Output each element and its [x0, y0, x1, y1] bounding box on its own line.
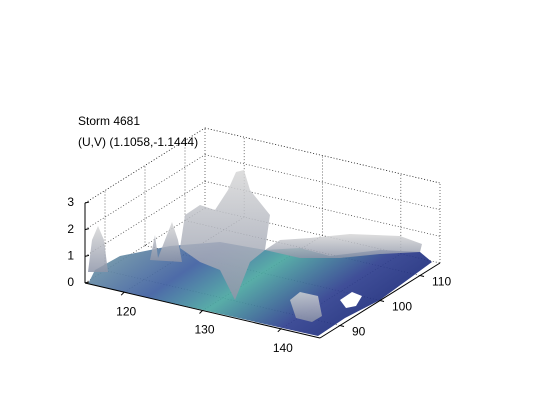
- z-tick: [84, 254, 90, 257]
- z-tick-label: 1: [67, 249, 74, 263]
- z-tick: [84, 201, 90, 204]
- z-tick: [84, 281, 90, 284]
- z-tick: [84, 228, 90, 231]
- surface-floor: [88, 242, 432, 336]
- surface-spike: [150, 222, 182, 262]
- z-tick-label: 3: [67, 195, 74, 209]
- grid-line: [204, 180, 441, 237]
- x-tick: [120, 291, 125, 296]
- surface-peak: [180, 170, 270, 300]
- x-tick-label: 140: [273, 341, 293, 355]
- y-tick-label: 100: [392, 300, 412, 314]
- y-tick: [379, 300, 385, 302]
- y-tick: [339, 325, 345, 327]
- surface-block: [290, 292, 322, 322]
- grid-line: [84, 181, 206, 257]
- axes-layer: 120 130 140 90 100 110 0 1 2 3: [67, 195, 451, 355]
- grid-line: [84, 154, 206, 230]
- x-tick: [277, 328, 282, 333]
- y-tick-label: 90: [352, 325, 366, 339]
- z-tick-label: 2: [67, 222, 74, 236]
- x-tick-label: 120: [116, 304, 136, 318]
- surface-hole: [340, 292, 362, 308]
- box-edge: [204, 127, 441, 184]
- x-tick-label: 130: [194, 323, 214, 337]
- surface-spike: [88, 226, 108, 272]
- surface-ridge: [265, 234, 422, 258]
- chart-title: Storm 4681: [78, 114, 140, 128]
- x-tick: [199, 310, 203, 314]
- y-tick: [419, 275, 425, 277]
- z-tick-label: 0: [67, 275, 74, 289]
- grid-line: [204, 154, 441, 211]
- box-edge: [84, 127, 206, 204]
- chart-subtitle: (U,V) (1.1058,-1.1444): [78, 135, 198, 149]
- y-tick-label: 110: [432, 275, 451, 289]
- surface: [88, 170, 432, 336]
